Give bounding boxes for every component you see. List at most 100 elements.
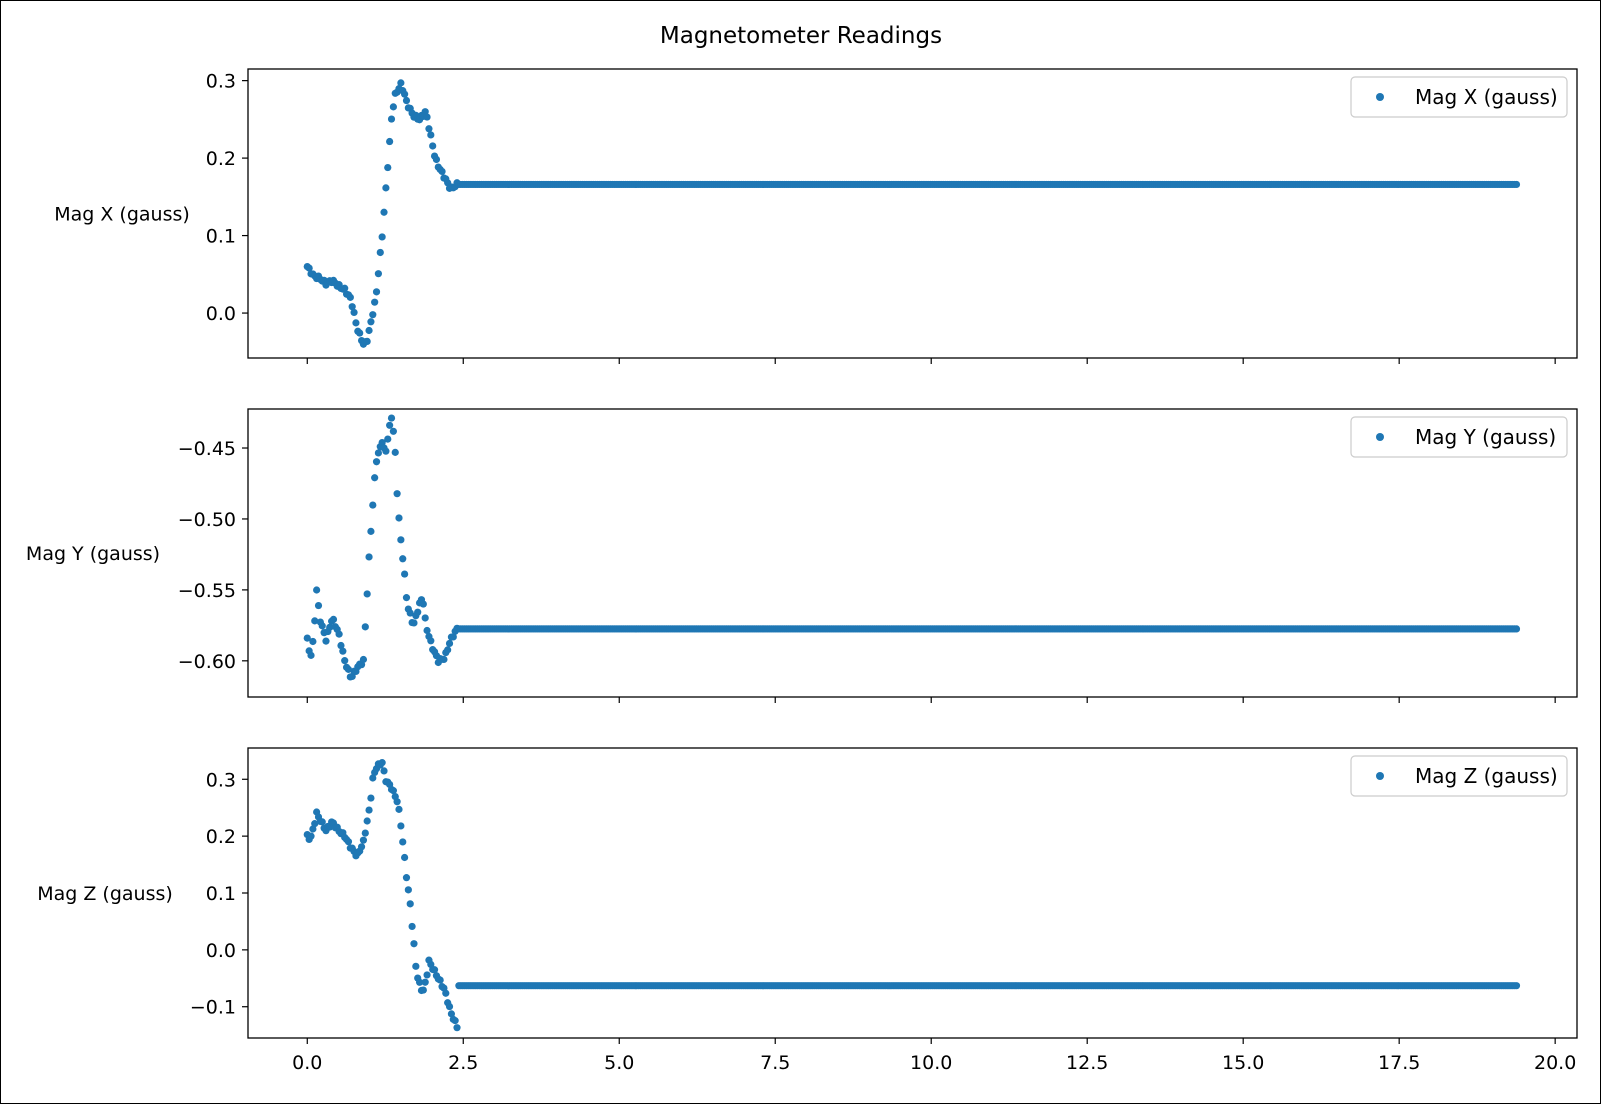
data-point [378, 759, 386, 767]
data-point [359, 836, 368, 844]
data-point [401, 570, 409, 578]
data-point [309, 637, 317, 646]
y-axis-label: Mag Y (gauss) [26, 543, 160, 565]
data-point [352, 319, 360, 327]
data-point [380, 767, 388, 775]
data-point [402, 96, 411, 105]
y-tick-label: −0.1 [190, 997, 236, 1019]
legend-marker [1376, 433, 1384, 441]
x-tick-label: 7.5 [760, 1052, 790, 1074]
legend-box [1350, 416, 1568, 458]
data-point [447, 1010, 456, 1018]
data-point [442, 989, 450, 997]
data-point [311, 617, 319, 625]
x-tick-label: 5.0 [604, 1052, 634, 1074]
data-point [419, 986, 427, 994]
data-point [367, 794, 375, 802]
data-point [427, 131, 435, 139]
data-point [367, 318, 375, 326]
data-point [423, 113, 431, 121]
data-point [425, 125, 433, 133]
data-point [380, 208, 388, 216]
data-point [397, 536, 405, 544]
data-point [432, 155, 441, 164]
y-tick-label: 0.0 [206, 940, 236, 962]
data-point [365, 326, 373, 335]
y-tick-label: 0.2 [206, 826, 236, 848]
data-point [307, 651, 315, 659]
data-point [389, 427, 397, 435]
data-point [427, 637, 435, 645]
data-point [314, 601, 323, 610]
data-point [307, 832, 315, 840]
x-tick-label: 20.0 [1534, 1052, 1576, 1074]
subplot-3: 0.0 2.5 5.0 7.5 10.0 12.5 15.0 17.5 20.0 −0.1 0.0 0… [37, 747, 1578, 1074]
y-tick-label: 0.1 [206, 883, 236, 905]
data-point [344, 665, 353, 673]
data-point [440, 655, 448, 664]
data-point [371, 474, 379, 482]
data-point [357, 843, 366, 851]
data-point [399, 555, 407, 563]
data-point [341, 657, 349, 665]
chart-title: Magnetometer Readings [660, 23, 942, 49]
data-point [378, 233, 386, 241]
y-tick-label: 0.3 [206, 71, 236, 93]
data-point [344, 838, 353, 846]
data-point [386, 421, 394, 429]
data-point [382, 447, 390, 455]
legend: Mag Z (gauss) [1350, 755, 1568, 797]
data-point [348, 303, 356, 311]
data-point [374, 449, 382, 457]
data-point [419, 600, 427, 608]
data-point [410, 619, 418, 627]
legend-box [1350, 755, 1568, 797]
legend-marker [1376, 772, 1384, 780]
subplot-2: −0.60 −0.55 −0.50 −0.45 Mag Y (gauss) Mag Y (… [26, 408, 1578, 703]
series-points [303, 414, 1521, 681]
series-points [303, 79, 1521, 348]
data-point [444, 646, 452, 654]
data-point [359, 655, 368, 664]
x-tick-label: 12.5 [1066, 1052, 1108, 1074]
data-point [406, 900, 414, 908]
data-point [404, 886, 412, 894]
data-point [395, 805, 403, 813]
data-point [356, 329, 364, 337]
data-point [339, 647, 347, 655]
legend: Mag Y (gauss) [1350, 416, 1568, 458]
y-tick-label: 0.2 [206, 148, 236, 170]
data-point [384, 163, 392, 172]
y-tick-label: −0.50 [178, 509, 236, 531]
data-point [1512, 180, 1521, 189]
y-tick-label: 0.3 [206, 769, 236, 791]
data-point [376, 248, 384, 257]
data-point [438, 167, 446, 176]
data-point [436, 976, 444, 984]
data-point [395, 514, 403, 522]
data-point [445, 639, 454, 648]
data-point [363, 337, 371, 345]
y-tick-label: −0.60 [178, 651, 236, 673]
data-point [406, 609, 414, 617]
x-tick-label: 15.0 [1222, 1052, 1264, 1074]
data-point [1512, 982, 1521, 990]
data-point [387, 115, 396, 123]
data-point [397, 79, 405, 87]
data-point [361, 623, 369, 631]
data-point [397, 822, 405, 830]
data-point [311, 820, 319, 828]
data-point [369, 501, 377, 509]
data-point [367, 527, 375, 535]
data-point [363, 817, 371, 825]
data-point [384, 435, 392, 443]
data-point [451, 1017, 459, 1025]
data-point [329, 615, 338, 624]
y-axis-label: Mag X (gauss) [54, 204, 190, 226]
data-point [372, 458, 381, 466]
data-point [389, 787, 397, 795]
x-tick-label: 10.0 [910, 1052, 952, 1074]
data-point [313, 586, 321, 594]
data-point [372, 288, 381, 296]
